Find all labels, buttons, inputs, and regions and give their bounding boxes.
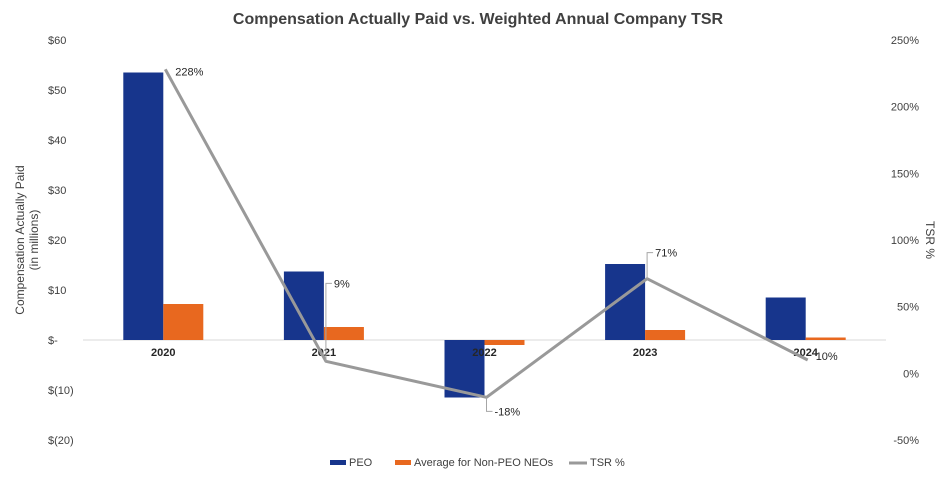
y-axis-right-ticks: 250% 200% 150% 100% 50% 0% -50% (891, 35, 919, 447)
legend: PEO Average for Non-PEO NEOs TSR % (330, 457, 625, 469)
y-tick-label: $60 (48, 35, 66, 47)
y-axis-label-line-1: Compensation Actually Paid (13, 165, 27, 314)
legend-label-tsr: TSR % (590, 457, 625, 469)
category-label-2023: 2023 (633, 347, 657, 359)
legend-swatch-peo (330, 460, 346, 465)
y2-tick-label: 0% (903, 368, 919, 380)
category-label-2020: 2020 (151, 347, 175, 359)
tsr-leader-line (486, 397, 493, 412)
y-tick-label: $50 (48, 85, 66, 97)
y-tick-label: $- (48, 335, 58, 347)
category-label-2021: 2021 (312, 347, 336, 359)
legend-swatch-non-peo (395, 460, 411, 465)
bar-peo-2024 (765, 297, 806, 340)
tsr-data-label-2023: 71% (655, 248, 677, 260)
legend-label-non-peo: Average for Non-PEO NEOs (414, 457, 554, 469)
y-tick-label: $20 (48, 235, 66, 247)
y-tick-label: $40 (48, 135, 66, 147)
tsr-data-label-2021: 9% (334, 278, 350, 290)
tsr-data-label-2020: 228% (175, 66, 203, 78)
y-tick-label: $(20) (48, 435, 74, 447)
y2-tick-label: 250% (891, 35, 919, 47)
tsr-leader-line (646, 252, 654, 279)
category-labels: 2020 2021 2022 2023 2024 (151, 347, 819, 359)
y-axis-left-ticks: $60 $50 $40 $30 $20 $10 $- $(10) $(20) (48, 35, 74, 447)
y2-tick-label: 150% (891, 168, 919, 180)
bar-peo-2021 (283, 271, 324, 340)
bar-non-peo-2021 (323, 327, 364, 340)
y-tick-label: $30 (48, 185, 66, 197)
y2-tick-label: -50% (893, 435, 919, 447)
tsr-data-label-2024: 10% (816, 351, 838, 363)
bar-non-peo-2024 (805, 337, 846, 340)
y-tick-label: $10 (48, 285, 66, 297)
bar-non-peo-2022 (484, 340, 525, 345)
y2-tick-label: 50% (897, 302, 919, 314)
chart-title: Compensation Actually Paid vs. Weighted … (233, 11, 724, 28)
y2-axis-label: TSR % (923, 221, 937, 259)
bar-non-peo-2020 (163, 304, 204, 340)
tsr-leader-line (325, 282, 332, 362)
tsr-data-label-2022: -18% (495, 406, 521, 418)
category-label-2022: 2022 (472, 347, 496, 359)
y-axis-label-line-2: (in millions) (27, 210, 41, 271)
bars (123, 72, 846, 398)
bar-peo-2020 (123, 72, 164, 340)
y2-tick-label: 200% (891, 102, 919, 114)
y-tick-label: $(10) (48, 385, 74, 397)
bar-peo-2023 (605, 264, 646, 340)
tsr-line-layer: 228% 9% -18% 71% 10% (163, 66, 838, 418)
legend-label-peo: PEO (349, 457, 373, 469)
bar-non-peo-2023 (645, 330, 686, 340)
y2-tick-label: 100% (891, 235, 919, 247)
